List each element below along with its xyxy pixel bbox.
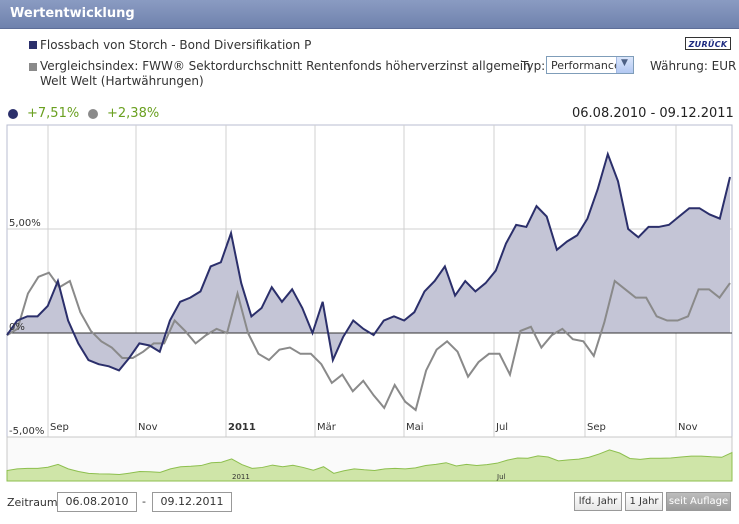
series1-legend-swatch: [29, 41, 37, 49]
widget-title: Wertentwicklung: [10, 6, 135, 21]
performance-chart: 5,00%0%-5,00% Sep Nov 2011 Mär Mai Jul Sep Nov …: [6, 124, 733, 482]
typ-label: Typ:: [521, 59, 546, 73]
seit-auflage-button[interactable]: seit Auflage: [666, 492, 731, 511]
x-tick-label: Sep: [587, 422, 606, 433]
y-axis-labels: 5,00% 0% -5,00%: [9, 218, 44, 437]
series1-dot-icon: [8, 109, 18, 119]
x-axis-labels: Sep Nov 2011 Mär Mai Jul Sep Nov: [50, 422, 698, 433]
date-separator: -: [142, 495, 146, 508]
series2-line: [6, 271, 731, 412]
chevron-down-icon[interactable]: ▼: [616, 57, 633, 73]
lfd-jahr-button[interactable]: lfd. Jahr: [574, 492, 622, 511]
zeitraum-label: Zeitraum:: [7, 496, 62, 509]
overview-label: 2011: [232, 473, 250, 481]
x-tick-label: Mär: [317, 422, 337, 433]
typ-select-value: Performance: [551, 59, 621, 72]
series1-legend-label: Flossbach von Storch - Bond Diversifikat…: [40, 38, 312, 52]
x-tick-label: Nov: [678, 422, 698, 433]
x-tick-label: Sep: [50, 422, 69, 433]
currency-label: Währung: EUR: [650, 59, 737, 73]
date-range: 06.08.2010 - 09.12.2011: [572, 106, 734, 121]
series1-area: [7, 154, 730, 371]
y-tick-label: -5,00%: [9, 426, 44, 437]
x-tick-label: Nov: [138, 422, 158, 433]
x-tick-label: Jul: [495, 422, 508, 433]
one-year-button[interactable]: 1 Jahr: [625, 492, 663, 511]
series2-dot-icon: [88, 109, 98, 119]
series2-legend-label-line1: Vergleichsindex: FWW® Sektordurchschnitt…: [40, 59, 531, 73]
overview-labels: 2011 Jul: [232, 473, 506, 481]
overview-label: Jul: [496, 473, 506, 481]
series2-legend-label-line2: Welt Welt (Hartwährungen): [40, 74, 204, 88]
series1-change: +7,51%: [27, 106, 80, 121]
from-date-input[interactable]: 06.08.2010: [57, 492, 137, 512]
y-tick-label: 0%: [9, 322, 25, 333]
x-tick-label: Mai: [406, 422, 424, 433]
typ-select[interactable]: Performance ▼: [546, 56, 634, 74]
to-date-input[interactable]: 09.12.2011: [152, 492, 232, 512]
series2-legend-swatch: [29, 63, 37, 71]
series1-line: [6, 150, 731, 372]
x-tick-label: 2011: [228, 422, 256, 433]
overview-area: [6, 449, 733, 482]
back-button[interactable]: ZURÜCK: [685, 37, 731, 50]
widget-header: Wertentwicklung: [0, 0, 739, 29]
series2-change: +2,38%: [107, 106, 160, 121]
y-tick-label: 5,00%: [9, 218, 41, 229]
